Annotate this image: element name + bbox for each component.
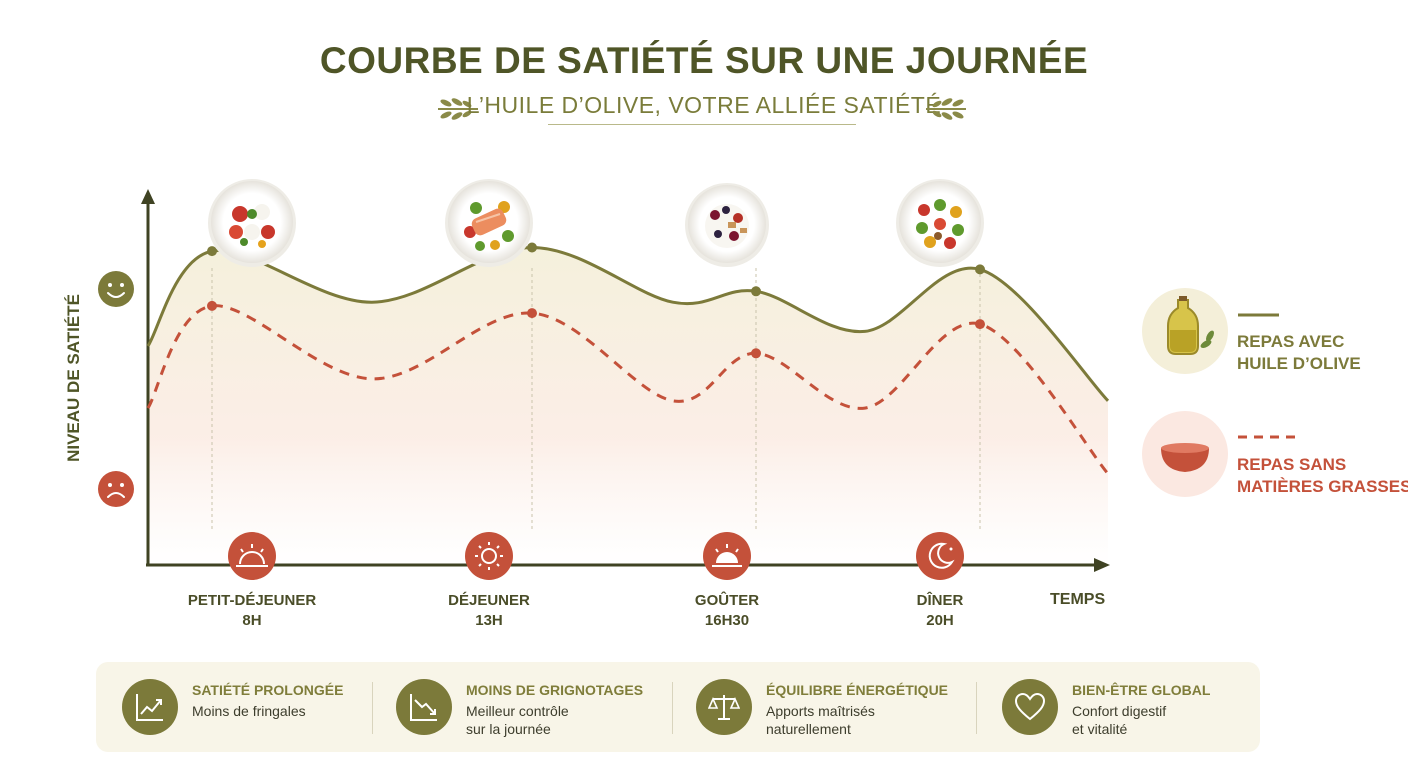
benefit-line: Apports maîtrisés	[766, 703, 875, 719]
data-point-olive-oil	[975, 264, 985, 275]
benefit-title: SATIÉTÉ PROLONGÉE	[192, 682, 344, 698]
x-tick-time: 20H	[926, 612, 954, 629]
benefit-title: MOINS DE GRIGNOTAGES	[466, 682, 644, 698]
series-line-no-fat	[146, 304, 1110, 475]
data-point-olive-oil	[207, 246, 217, 257]
trend-up-chart-icon	[122, 679, 178, 735]
empty-bowl-icon	[1142, 411, 1228, 497]
legend-olive-oil-label: REPAS AVEC HUILE D’OLIVE	[1237, 331, 1361, 375]
page-subtitle: L’HUILE D’OLIVE, VOTRE ALLIÉE SATIÉTÉ	[466, 92, 942, 118]
sunrise-icon	[228, 532, 276, 580]
benefit-description: Moins de fringales	[192, 702, 306, 720]
y-axis-arrow	[141, 189, 155, 204]
x-axis-label: TEMPS	[1050, 591, 1106, 608]
benefit-line: et vitalité	[1072, 721, 1128, 737]
data-point-no-fat	[527, 308, 537, 319]
data-point-no-fat	[751, 348, 761, 359]
data-point-no-fat	[975, 319, 985, 330]
x-tick-label: DÉJEUNER	[448, 592, 530, 609]
balance-scale-icon	[696, 679, 752, 735]
divider	[672, 682, 673, 734]
x-tick-time: 16H30	[704, 612, 750, 629]
olive-branch-left-icon	[438, 98, 478, 120]
benefit-title: BIEN-ÊTRE GLOBAL	[1072, 682, 1211, 698]
olive-branch-right-icon	[926, 98, 966, 120]
salmon-vegetables-plate	[445, 179, 533, 267]
y-axis-label: NIVEAU DE SATIÉTÉ	[64, 294, 83, 462]
legend-line-1: REPAS AVEC	[1237, 332, 1345, 351]
x-axis-arrow	[1094, 558, 1110, 572]
trend-down-chart-icon	[396, 679, 452, 735]
x-tick-label: DÎNER	[916, 592, 964, 609]
x-tick-gouter: GOÛTER 16H30	[637, 591, 817, 631]
x-tick-time: 8H	[242, 612, 262, 629]
x-tick-dejeuner: DÉJEUNER 13H	[399, 591, 579, 631]
legend-line-2: HUILE D’OLIVE	[1237, 354, 1361, 373]
legend-no-fat-label: REPAS SANS MATIÈRES GRASSES	[1237, 454, 1408, 498]
benefit-line: Confort digestif	[1072, 703, 1167, 719]
caprese-salad-plate	[208, 179, 296, 267]
olive-oil-bottle-icon	[1142, 288, 1228, 374]
legend-line-2: MATIÈRES GRASSES	[1237, 477, 1408, 496]
benefits-bar: SATIÉTÉ PROLONGÉE Moins de fringales MOI…	[96, 662, 1260, 752]
benefit-line: naturellement	[766, 721, 851, 737]
x-tick-label: PETIT-DÉJEUNER	[187, 592, 317, 609]
benefit-title: ÉQUILIBRE ÉNERGÉTIQUE	[766, 682, 949, 698]
sunset-icon	[703, 532, 751, 580]
x-tick-time: 13H	[475, 612, 503, 629]
x-tick-petit-dejeuner: PETIT-DÉJEUNER 8H	[162, 591, 342, 631]
data-point-olive-oil	[527, 242, 537, 253]
x-tick-label: GOÛTER	[694, 592, 760, 609]
benefit-line: Moins de fringales	[192, 703, 306, 719]
sad-face-icon	[98, 471, 134, 507]
benefit-description: Meilleur contrôle sur la journée	[466, 702, 569, 738]
data-point-no-fat	[207, 300, 217, 311]
legend-line-1: REPAS SANS	[1237, 455, 1347, 474]
benefit-line: sur la journée	[466, 721, 551, 737]
benefit-description: Apports maîtrisés naturellement	[766, 702, 875, 738]
smiling-face-icon	[98, 271, 134, 307]
satiety-area-fill	[148, 247, 1108, 565]
subtitle-underline	[548, 124, 856, 125]
data-point-olive-oil	[751, 286, 761, 297]
divider	[372, 682, 373, 734]
divider	[976, 682, 977, 734]
yogurt-berries-plate	[685, 183, 769, 267]
benefit-line: Meilleur contrôle	[466, 703, 569, 719]
vegetable-salad-plate	[896, 179, 984, 267]
moon-icon	[916, 532, 964, 580]
page-title: COURBE DE SATIÉTÉ SUR UNE JOURNÉE	[319, 40, 1089, 81]
heart-icon	[1002, 679, 1058, 735]
x-tick-diner: DÎNER 20H	[850, 591, 1030, 631]
benefit-description: Confort digestif et vitalité	[1072, 702, 1166, 738]
sun-icon	[465, 532, 513, 580]
